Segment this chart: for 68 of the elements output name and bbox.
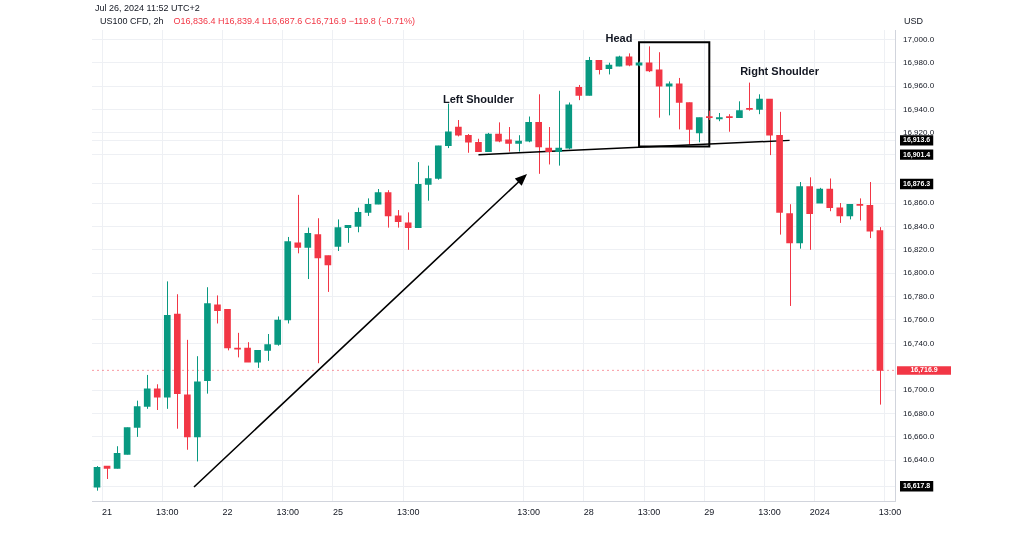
candlestick: [324, 255, 332, 293]
x-tick-label: 13:00: [156, 507, 179, 518]
candlestick: [756, 93, 763, 115]
candlestick: [485, 132, 492, 153]
candlestick: [294, 194, 302, 254]
y-tick-label: 16,820.0: [903, 245, 935, 255]
candlestick: [264, 333, 271, 362]
candlestick: [525, 116, 532, 143]
candlestick: [836, 202, 844, 224]
y-tick-label: 17,000.0: [903, 34, 935, 44]
candlestick: [856, 197, 864, 222]
candlestick: [113, 445, 121, 469]
y-tick-label: 16,860.0: [903, 198, 935, 208]
y-tick-label: 16,840.0: [903, 221, 935, 231]
candlestick: [445, 103, 452, 149]
y-tick-label: 16,780.0: [903, 291, 935, 301]
x-tick-label: 25: [332, 507, 343, 518]
candlestick: [234, 332, 241, 358]
candlestick: [665, 80, 673, 116]
candlestick: [334, 218, 342, 252]
x-tick-label: 13:00: [637, 507, 661, 518]
y-tick-label: 16,700.0: [903, 385, 935, 395]
candlestick: [424, 165, 432, 202]
y-tick-label: 16,680.0: [903, 408, 935, 418]
x-tick-label: 13:00: [276, 507, 299, 518]
text: Jul 26, 2024 11:52 UTC+2: [95, 3, 200, 13]
y-tick-label: 16,760.0: [903, 315, 935, 325]
y-tick-label: 16,980.0: [903, 57, 935, 67]
candlestick: [133, 400, 141, 438]
y-tick-label: 16,660.0: [903, 432, 935, 442]
chart-subtitle: O16,836.4 H16,839.4 L16,687.6 C16,716.9 −119.8 (−0.71%): [173, 16, 416, 26]
x-tick-label: 28: [583, 507, 594, 518]
x-tick-label: 2024: [809, 507, 830, 518]
x-tick-label: 13:00: [758, 507, 781, 518]
y-tick-label: 16,640.0: [903, 455, 935, 465]
candlestick: [153, 383, 161, 411]
candlestick: [354, 207, 362, 233]
candlestick: [465, 133, 472, 154]
x-tick-label: 13:00: [396, 507, 420, 518]
annotation: Left Shoulder: [443, 93, 515, 106]
y-tick-label: 16,740.0: [903, 338, 935, 348]
candlestick: [555, 90, 563, 167]
x-tick-label: 29: [704, 507, 715, 518]
candlestick: [645, 45, 653, 73]
candlestick: [304, 227, 312, 280]
candlestick: [495, 121, 502, 143]
y-tick-label: 16,920.0: [903, 128, 935, 138]
chart-title: US100 CFD, 2h: [100, 16, 164, 26]
y-tick-label: 16,960.0: [903, 81, 935, 91]
x-tick-label: 13:00: [517, 507, 540, 518]
candlestick: [143, 374, 151, 410]
candlestick: [214, 294, 221, 324]
y-axis-title: USD: [904, 16, 924, 26]
candlestick: [826, 177, 834, 212]
candlestick: [746, 82, 753, 112]
candlestick: [675, 77, 683, 130]
candlestick: [655, 51, 663, 119]
annotation: Right Shoulder: [740, 65, 820, 78]
annotation: Head: [605, 32, 633, 45]
x-tick-label: 22: [222, 507, 233, 518]
candlestick: [404, 211, 412, 251]
candlestick: [695, 117, 703, 143]
x-tick-label: 21: [102, 507, 113, 518]
y-tick-label: 16,800.0: [903, 268, 935, 278]
candlestick: [545, 126, 553, 165]
x-tick-label: 13:00: [878, 507, 902, 518]
y-tick-label: 16,940.0: [903, 104, 935, 114]
candlestick: [505, 126, 512, 153]
